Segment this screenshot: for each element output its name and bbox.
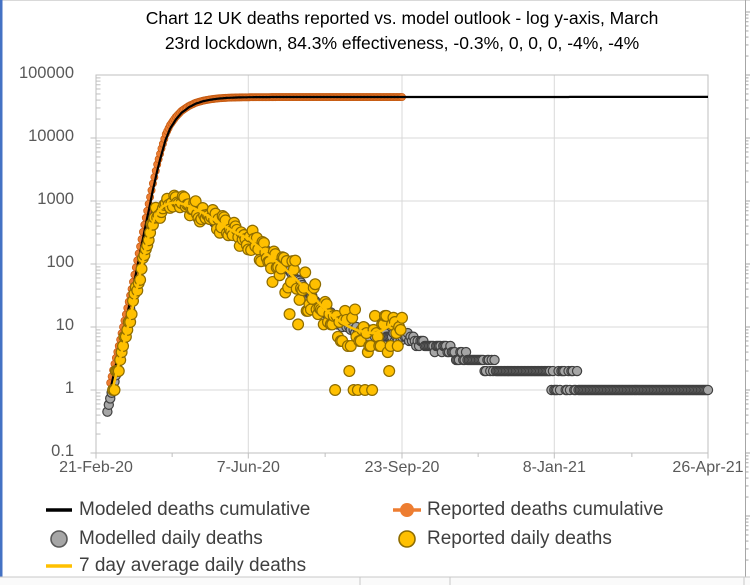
- seven-day-avg-legend-marker: [46, 564, 72, 568]
- seven-day-avg-line: [110, 201, 403, 394]
- axis-ticks: [90, 77, 709, 459]
- legend-entry-seven-day-avg: 7 day average daily deaths: [44, 554, 306, 578]
- plot-frame: [95, 74, 709, 454]
- x-tick-label: 23-Sep-20: [364, 459, 440, 476]
- x-tick-label: 7-Jun-20: [216, 459, 280, 476]
- chart-title-line2: 23rd lockdown, 84.3% effectiveness, -0.3…: [164, 33, 640, 53]
- legend-entry-reported-cumulative: Reported deaths cumulative: [392, 498, 664, 522]
- y-tick-label: 100000: [18, 64, 74, 82]
- legend-label: Reported deaths cumulative: [427, 499, 664, 520]
- chart-title: Chart 12 UK deaths reported vs. model ou…: [27, 6, 750, 56]
- legend-label: Reported daily deaths: [427, 528, 612, 549]
- modeled-cumulative-legend-marker: [46, 508, 72, 512]
- legend-entry-reported-daily: Reported daily deaths: [392, 527, 612, 551]
- chart-title-line1: Chart 12 UK deaths reported vs. model ou…: [145, 8, 659, 28]
- y-tick-label: 100: [46, 253, 74, 271]
- y-tick-label: 1000: [37, 190, 74, 208]
- x-tick-label: 8-Jan-21: [522, 459, 586, 476]
- legend-entry-modelled-daily: Modelled daily deaths: [44, 527, 263, 551]
- reported-cumulative-legend-marker: [393, 503, 421, 517]
- modelled-daily-dots: [102, 197, 714, 417]
- reported-daily-legend-marker: [398, 530, 416, 548]
- modeled-cumulative-line: [109, 95, 708, 391]
- legend-label: 7 day average daily deaths: [79, 555, 307, 576]
- y-tick-label: 0.1: [51, 442, 74, 460]
- x-tick-label: 21-Feb-20: [59, 459, 133, 476]
- legend-label: Modeled deaths cumulative: [79, 499, 311, 520]
- legend-label: Modelled daily deaths: [79, 528, 263, 549]
- gridlines: [95, 74, 709, 454]
- y-tick-label: 10000: [28, 127, 74, 145]
- y-tick-label: 1: [64, 379, 74, 397]
- x-tick-label: 26-Apr-21: [672, 459, 744, 476]
- y-tick-label: 10: [55, 316, 74, 334]
- modelled-daily-legend-marker: [50, 530, 68, 548]
- legend-entry-modeled-cumulative: Modeled deaths cumulative: [44, 498, 310, 522]
